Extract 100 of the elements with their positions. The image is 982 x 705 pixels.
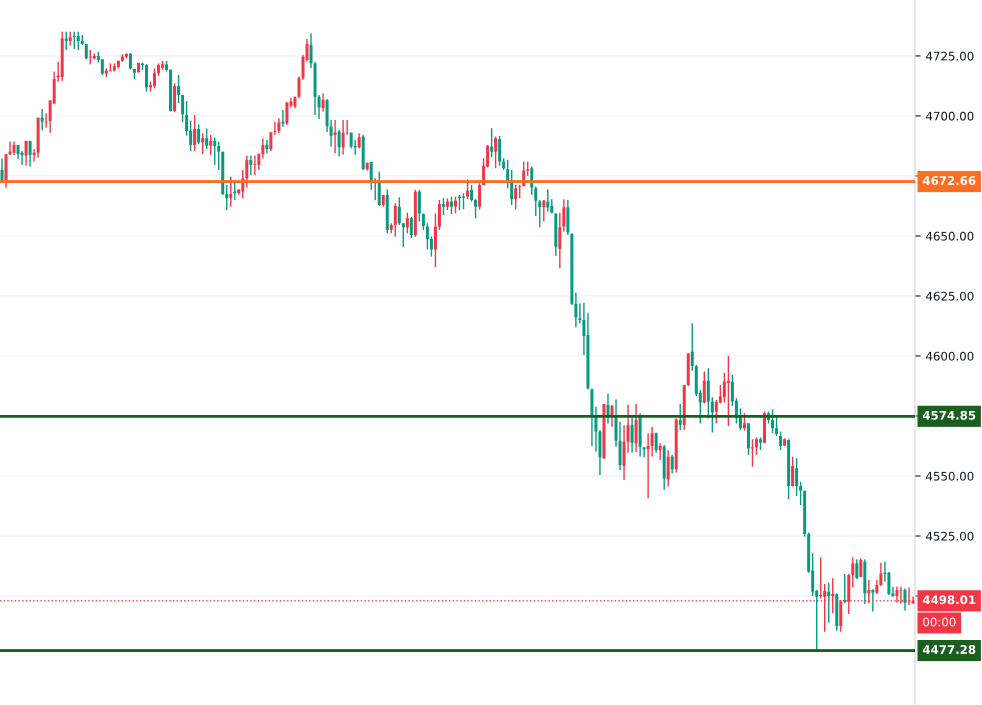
y-tick-label: 4700.00 bbox=[926, 112, 974, 121]
candlestick bbox=[358, 132, 361, 150]
candlestick bbox=[626, 404, 630, 454]
candlestick bbox=[153, 68, 156, 90]
candlestick bbox=[68, 30, 72, 46]
candlestick bbox=[394, 202, 397, 238]
candlestick bbox=[658, 442, 662, 461]
candlestick bbox=[446, 198, 449, 211]
y-tick-label: 4525.00 bbox=[926, 532, 974, 541]
candlestick bbox=[466, 178, 470, 200]
candlestick bbox=[859, 558, 862, 578]
candlestick bbox=[758, 436, 762, 451]
candlestick bbox=[494, 136, 498, 169]
text: 00:00 bbox=[923, 618, 956, 626]
candlestick bbox=[871, 588, 874, 612]
candlestick bbox=[726, 355, 730, 427]
y-tick-label: 4550.00 bbox=[926, 472, 974, 481]
ref-line-label: 4574.85 bbox=[922, 410, 976, 420]
candlestick bbox=[128, 52, 132, 70]
candlestick bbox=[498, 135, 502, 167]
candlestick bbox=[654, 432, 658, 454]
candlestick bbox=[205, 128, 208, 150]
candlestick bbox=[462, 192, 466, 210]
candlestick bbox=[108, 62, 112, 72]
candlestick bbox=[646, 432, 650, 500]
candlestick bbox=[72, 30, 76, 50]
candlestick bbox=[779, 430, 782, 451]
candlestick bbox=[318, 94, 321, 120]
candlestick bbox=[442, 198, 445, 216]
candlestick bbox=[827, 582, 830, 624]
candlestick bbox=[229, 176, 232, 208]
candlestick bbox=[24, 140, 28, 166]
candlestick bbox=[64, 30, 68, 51]
candlestick bbox=[406, 212, 409, 234]
candlestick bbox=[253, 154, 256, 176]
candlestick bbox=[193, 114, 196, 152]
candlestick bbox=[84, 43, 88, 60]
candlestick bbox=[209, 134, 212, 156]
candlestick bbox=[16, 144, 20, 160]
candlestick bbox=[903, 588, 906, 612]
candlestick bbox=[350, 132, 353, 150]
candlestick bbox=[157, 62, 160, 77]
candlestick bbox=[285, 102, 288, 126]
y-tick-label: 4650.00 bbox=[926, 232, 974, 241]
candlestick bbox=[887, 571, 890, 596]
candlestick bbox=[197, 124, 200, 145]
candlestick bbox=[666, 449, 670, 488]
candlestick bbox=[634, 403, 638, 453]
candlestick bbox=[322, 92, 325, 112]
candlestick bbox=[76, 30, 80, 51]
y-tick-label: 4725.00 bbox=[926, 52, 974, 61]
candlestick bbox=[474, 198, 478, 219]
candlestick bbox=[144, 64, 148, 92]
candlestick bbox=[702, 370, 706, 404]
candlestick bbox=[470, 184, 474, 202]
candlestick bbox=[550, 198, 554, 214]
candlestick bbox=[490, 127, 494, 158]
candlestick bbox=[8, 140, 12, 156]
candlestick bbox=[546, 188, 550, 212]
y-tick-label: 4625.00 bbox=[926, 292, 974, 301]
candlestick bbox=[338, 129, 341, 158]
ref-line-label: 4498.01 bbox=[922, 595, 976, 604]
candlestick bbox=[795, 458, 798, 497]
candlestick bbox=[249, 154, 252, 176]
candlestick bbox=[281, 109, 284, 128]
candlestick bbox=[542, 199, 546, 222]
candlestick bbox=[410, 216, 413, 240]
candlestick bbox=[378, 170, 381, 207]
candlestick bbox=[402, 222, 405, 248]
candlestick bbox=[265, 139, 268, 154]
candlestick bbox=[12, 140, 16, 156]
candlestick bbox=[165, 60, 168, 72]
candlestick bbox=[843, 573, 846, 604]
candlestick bbox=[418, 189, 421, 222]
candlestick bbox=[754, 436, 758, 456]
candlestick bbox=[342, 119, 345, 156]
candlestick bbox=[233, 182, 236, 201]
candlestick bbox=[213, 136, 216, 166]
candlestick bbox=[670, 454, 674, 474]
candlestick bbox=[398, 196, 401, 226]
candlestick bbox=[370, 161, 373, 191]
candlestick bbox=[791, 456, 794, 488]
candlestick bbox=[40, 108, 44, 132]
candlestick bbox=[28, 140, 32, 168]
candlestick bbox=[293, 96, 296, 109]
candlestick bbox=[225, 184, 228, 211]
candlestick bbox=[678, 403, 682, 431]
candlestick bbox=[80, 34, 84, 46]
candlestick bbox=[245, 154, 248, 188]
candlestick bbox=[277, 118, 280, 134]
candlestick bbox=[458, 194, 462, 211]
ref-line-label: 4477.28 bbox=[922, 645, 976, 654]
ref-line-label: 4672.66 bbox=[922, 176, 976, 185]
candlestick bbox=[750, 438, 754, 468]
candlestick bbox=[334, 119, 337, 154]
candlestick bbox=[310, 32, 313, 69]
candlestick bbox=[514, 184, 518, 210]
candlestick bbox=[855, 558, 858, 580]
candlestick bbox=[742, 412, 746, 432]
candlestick bbox=[450, 196, 453, 215]
